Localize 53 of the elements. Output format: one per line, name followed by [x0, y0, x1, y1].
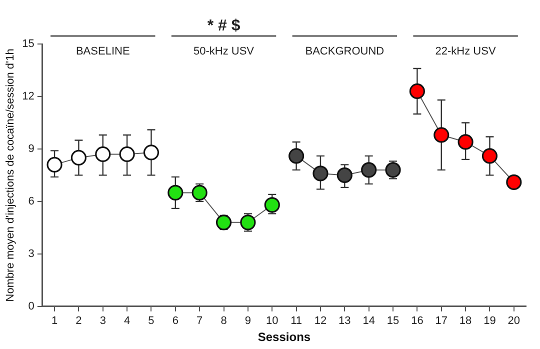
x-tick-label: 13 [338, 315, 351, 328]
y-tick-label: 6 [28, 195, 34, 208]
annotation: BACKGROUND [305, 46, 384, 58]
y-axis-title: Nombre moyen d'injections de cocaïne/session d'1h [4, 48, 17, 302]
x-tick-label: 3 [100, 315, 106, 328]
point [119, 146, 135, 162]
point [192, 184, 208, 200]
point [70, 150, 87, 166]
x-tick-label: 7 [196, 315, 203, 328]
x-axis-title: Sessions [258, 330, 311, 344]
x-tick-label: 17 [435, 315, 448, 328]
x-tick-label: 12 [314, 315, 327, 328]
x-tick-label: 4 [124, 315, 130, 328]
point [458, 134, 474, 150]
x-tick-label: 11 [290, 315, 302, 328]
point [385, 162, 401, 178]
point [434, 127, 450, 143]
y-tick-label: 15 [22, 38, 34, 50]
x-tick-label: 14 [362, 315, 375, 328]
x-tick-label: 15 [386, 315, 400, 328]
y-tick-label: 0 [28, 300, 34, 312]
point [46, 156, 62, 173]
point [361, 162, 377, 178]
annotation: 22-kHz USV [435, 46, 496, 58]
y-tick-label: 12 [22, 90, 34, 103]
point [143, 144, 160, 160]
point [336, 167, 352, 183]
x-tick-label: 18 [459, 315, 472, 328]
point [264, 197, 280, 213]
x-tick-label: 10 [266, 315, 278, 328]
point [288, 148, 304, 164]
point [95, 146, 111, 162]
point [240, 214, 256, 230]
x-tick-label: 19 [484, 315, 496, 328]
x-tick-label: 9 [244, 315, 252, 328]
annotation: 50-kHz USV [194, 46, 255, 58]
x-tick-label: 16 [411, 315, 424, 328]
point [482, 148, 498, 164]
x-tick-label: 6 [172, 315, 178, 328]
x-tick-label: 8 [220, 315, 227, 328]
y-tick-label: 9 [28, 142, 34, 155]
x-tick-label: 20 [508, 315, 520, 328]
point [168, 184, 184, 200]
point [409, 83, 425, 100]
point [216, 214, 232, 230]
x-tick-label: 2 [76, 315, 82, 328]
y-tick-label: 3 [28, 248, 34, 260]
point [506, 174, 522, 190]
point [312, 166, 328, 182]
annotation: BASELINE [76, 46, 130, 58]
x-tick-label: 5 [148, 315, 154, 328]
x-tick-label: 1 [51, 315, 58, 328]
text: * # $ [207, 17, 240, 34]
